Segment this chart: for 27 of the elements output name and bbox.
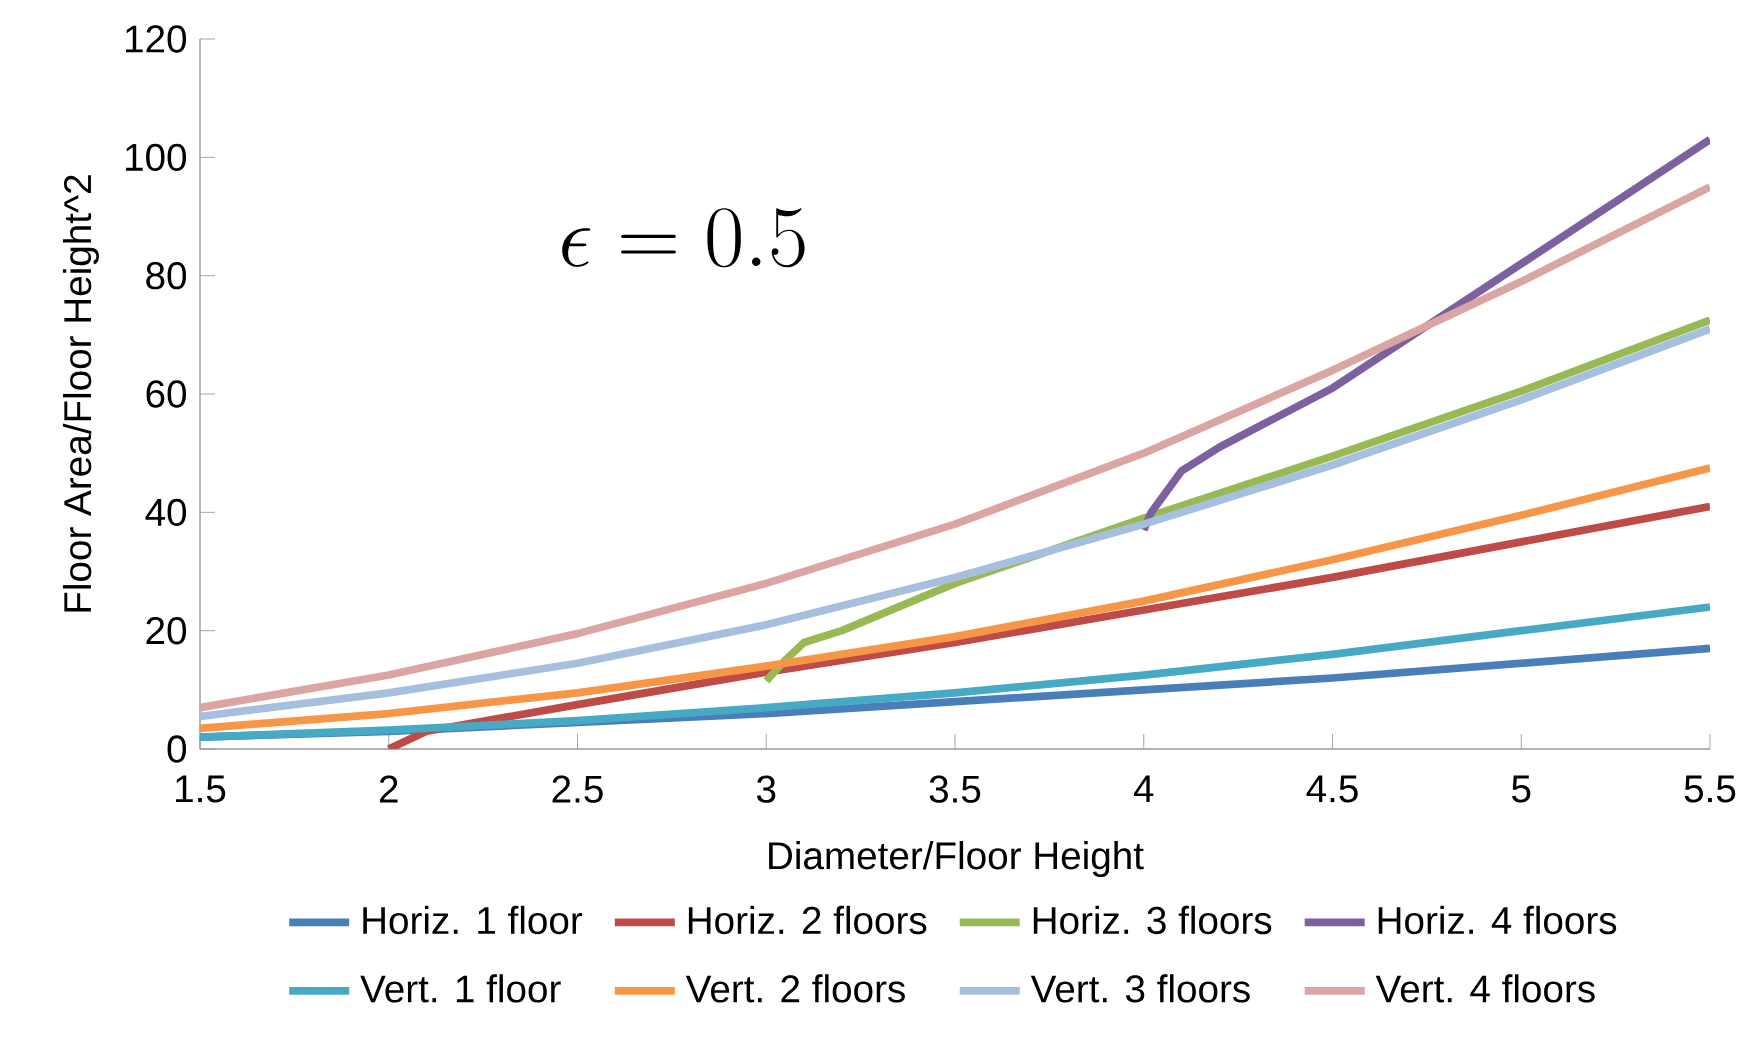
x-tick-label: 5.5 (1684, 775, 1736, 803)
legend-label: Horiz. 1 floor (363, 905, 583, 935)
x-tick-label: 3 (756, 775, 776, 803)
x-tick-label: 2.5 (552, 775, 603, 803)
legend-label: Horiz. 3 floors (1033, 905, 1272, 935)
y-tick-label: 0 (167, 735, 187, 763)
x-tick-label: 4.5 (1306, 775, 1358, 803)
y-tick-label: 20 (146, 617, 187, 645)
x-tick-label: 4 (1133, 775, 1154, 803)
x-tick-label: 2 (379, 775, 398, 803)
x-axis-title: Diameter/Floor Height (769, 841, 1144, 878)
y-tick-label: 100 (126, 143, 187, 172)
x-tick-label: 1.5 (176, 775, 226, 803)
x-tick-label: 5 (1512, 775, 1531, 803)
annotation: $\epsilon = 0.5$ (562, 208, 805, 268)
y-tick-label: 80 (146, 262, 187, 290)
y-axis-title: Floor Area/Floor Height^2 (62, 175, 99, 612)
legend-label: Vert. 2 floors (685, 974, 905, 1003)
x-tick-label: 3.5 (929, 775, 981, 803)
legend-label: Horiz. 4 floors (1378, 905, 1617, 935)
y-tick-label: 120 (126, 25, 187, 53)
y-tick-label: 40 (145, 498, 187, 527)
y-tick-label: 60 (146, 380, 187, 408)
legend-label: Vert. 1 floor (360, 974, 561, 1003)
legend-label: Vert. 4 floors (1375, 974, 1595, 1003)
legend-label: Horiz. 2 floors (688, 905, 927, 935)
legend-label: Vert. 3 floors (1030, 974, 1250, 1003)
